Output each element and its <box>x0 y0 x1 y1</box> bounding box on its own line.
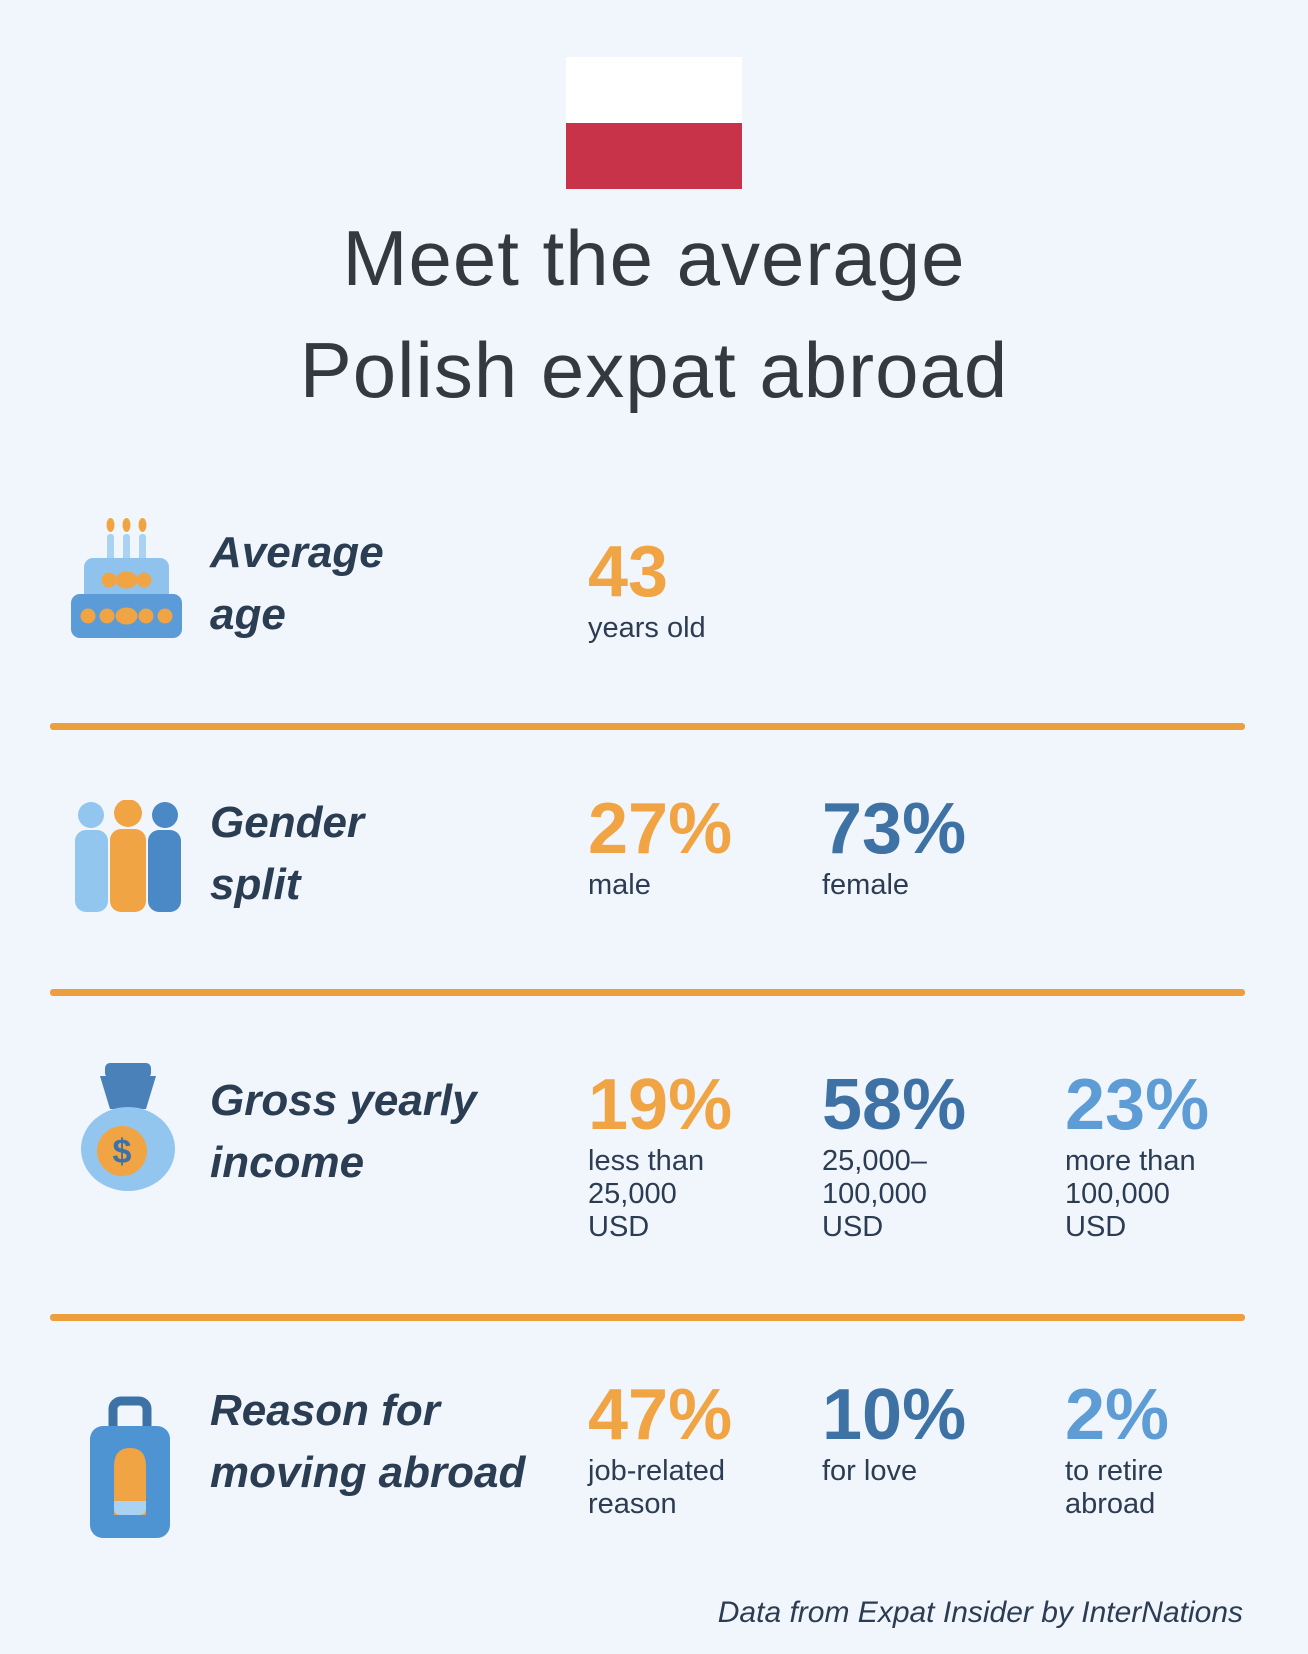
poland-flag-red-stripe <box>566 123 742 189</box>
svg-text:$: $ <box>113 1133 132 1171</box>
section-label-line: Gender <box>210 798 365 847</box>
stat-value: 47% <box>588 1375 733 1455</box>
section-label-line: Gross yearly <box>210 1076 477 1125</box>
section-label-line: income <box>210 1138 365 1187</box>
stat-caption-line: reason <box>588 1488 677 1520</box>
poland-flag-white-stripe <box>566 57 742 123</box>
section-label-line: age <box>210 590 286 639</box>
section-label-line: Reason for <box>210 1386 440 1435</box>
section-label-line: moving abroad <box>210 1448 526 1497</box>
section-label-line: Average <box>210 528 384 577</box>
stat-value: 73% <box>822 789 967 869</box>
stat-value: 58% <box>822 1065 967 1145</box>
stat-caption-line: abroad <box>1065 1488 1156 1520</box>
stat-caption-line: 25,000 <box>588 1178 677 1210</box>
stat-caption-line: to retire <box>1065 1455 1164 1487</box>
section-label-line: split <box>210 860 301 909</box>
page-title-line-2: Polish expat abroad <box>299 326 1009 414</box>
page-title-line-1: Meet the average <box>342 214 966 302</box>
poland-flag-icon <box>566 57 742 189</box>
stat-value: 43 <box>588 532 669 612</box>
stat-caption-line: less than <box>588 1145 705 1177</box>
stat-caption-line: USD <box>822 1211 884 1243</box>
stat-caption-line: USD <box>588 1211 650 1243</box>
stat-caption-line: 100,000 <box>822 1178 927 1210</box>
stat-caption-line: female <box>822 869 910 901</box>
section-divider <box>50 723 1245 730</box>
stat-caption-line: job-related <box>588 1455 726 1487</box>
stat-value: 27% <box>588 789 733 869</box>
page-title: Meet the average Polish expat abroad <box>0 202 1308 426</box>
stat-caption-line: USD <box>1065 1211 1127 1243</box>
stat-caption-line: 25,000– <box>822 1145 927 1177</box>
people-icon <box>75 799 181 917</box>
section-divider <box>50 989 1245 996</box>
money-bag-icon: $ <box>78 1063 178 1196</box>
stat-caption-line: 100,000 <box>1065 1178 1170 1210</box>
data-source-credit: Data from Expat Insider by InterNations <box>717 1596 1243 1629</box>
suitcase-icon <box>90 1396 170 1543</box>
stat-caption-line: years old <box>588 612 706 644</box>
stat-value: 19% <box>588 1065 733 1145</box>
stat-value: 2% <box>1065 1375 1170 1455</box>
stat-caption-line: for love <box>822 1455 918 1487</box>
stat-caption-line: male <box>588 869 651 901</box>
stat-caption-line: more than <box>1065 1145 1196 1177</box>
stat-value: 23% <box>1065 1065 1210 1145</box>
birthday-cake-icon <box>71 518 182 643</box>
section-divider <box>50 1314 1245 1321</box>
stat-value: 10% <box>822 1375 967 1455</box>
